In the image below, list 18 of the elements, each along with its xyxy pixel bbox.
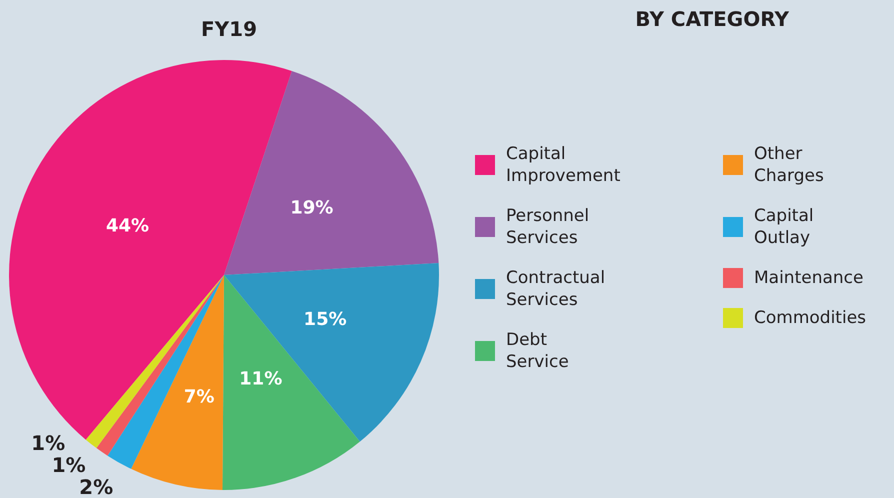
legend-label: Commodities: [754, 308, 866, 328]
legend-label: Debt Service: [506, 330, 569, 372]
legend-label: Contractual Services: [506, 268, 606, 310]
data-label: 15%: [304, 309, 347, 330]
chart-subtitle: FY19: [201, 17, 257, 41]
data-label: 2%: [79, 475, 114, 498]
data-label: 19%: [290, 197, 334, 218]
legend-label: Capital Improvement: [506, 144, 621, 186]
data-label: 44%: [106, 215, 150, 236]
data-label: 1%: [31, 431, 66, 455]
data-label: 7%: [184, 386, 214, 408]
legend-label: Maintenance: [754, 268, 864, 288]
legend-label: Personnel Services: [506, 206, 590, 248]
legend-label: Other Charges: [754, 144, 824, 186]
legend-label: Capital Outlay: [754, 206, 814, 248]
data-label: 11%: [239, 368, 282, 390]
chart-title: BY CATEGORY: [635, 7, 790, 31]
data-label: 1%: [52, 453, 86, 477]
